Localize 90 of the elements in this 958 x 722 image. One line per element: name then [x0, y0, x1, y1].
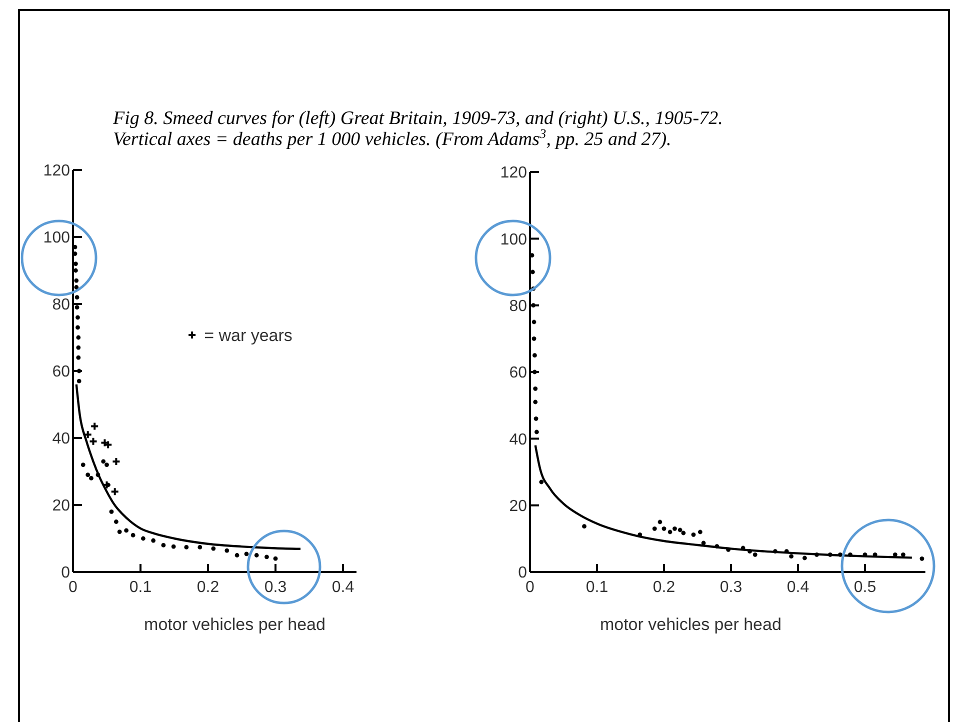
point: [264, 554, 269, 560]
point: [534, 416, 538, 421]
y-tick-label: 40: [509, 431, 528, 448]
point: [662, 526, 666, 531]
point: [539, 480, 544, 484]
point: [678, 528, 682, 532]
point: [161, 543, 166, 548]
point: [532, 353, 537, 358]
point: [151, 538, 156, 543]
x-tick-label: 0.2: [652, 579, 676, 596]
point: [681, 530, 686, 536]
point: [117, 530, 122, 534]
point: [672, 526, 677, 531]
point: [86, 472, 90, 478]
point: [652, 526, 657, 531]
x-axis-title: motor vehicles per head: [600, 615, 782, 634]
point: [130, 532, 136, 538]
point: [534, 430, 539, 434]
x-tick-label: 0.1: [129, 579, 152, 596]
point: [532, 320, 536, 324]
y-tick-label: 100: [500, 231, 528, 248]
point: [668, 530, 672, 534]
y-tick-label: 80: [509, 298, 528, 315]
y-tick-label: 120: [43, 162, 70, 180]
point: [110, 487, 120, 496]
point: [533, 386, 538, 391]
y-tick-label: 20: [52, 498, 70, 515]
point: [76, 345, 81, 350]
point: [74, 268, 78, 273]
y-tick-label: 60: [52, 364, 70, 381]
y-tick-label: 120: [500, 164, 528, 182]
x-tick-label: 0.4: [786, 579, 810, 596]
point: [244, 552, 249, 556]
point: [74, 262, 78, 266]
point: [698, 530, 702, 534]
point: [234, 553, 240, 558]
y-tick-label: 40: [52, 430, 70, 448]
point: [80, 462, 86, 467]
x-tick-label: 0.3: [720, 579, 742, 596]
point: [198, 545, 202, 550]
point: [74, 295, 80, 300]
text: Fig 8. Smeed curves for (left) Great Britain, 1909-73, and (right) U.S., 1905-72.: [112, 108, 723, 129]
point: [141, 536, 146, 541]
point: [76, 315, 80, 320]
point: [184, 545, 189, 550]
point: [900, 552, 906, 557]
point: [74, 278, 79, 283]
x-tick-label: 0.5: [854, 579, 876, 596]
point: [114, 520, 118, 524]
point: [171, 544, 176, 549]
point: [532, 336, 536, 341]
point: [90, 422, 100, 431]
point: [74, 285, 79, 290]
x-tick-label: 0.1: [586, 579, 608, 596]
y-tick-label: 0: [518, 564, 528, 582]
y-tick-label: 100: [43, 230, 70, 247]
point: [533, 400, 538, 404]
point: [74, 305, 80, 310]
point: [76, 378, 82, 384]
y-tick-label: 20: [509, 498, 528, 515]
point: [802, 556, 807, 560]
point: [76, 335, 81, 340]
point: [273, 556, 278, 561]
y-tick-label: 60: [509, 364, 528, 382]
legend-label: = war years: [204, 326, 292, 345]
y-tick-label: 80: [52, 296, 70, 314]
point: [109, 510, 114, 514]
point: [658, 520, 662, 524]
point: [531, 303, 536, 308]
point: [76, 355, 81, 360]
y-tick-label: 0: [61, 564, 70, 582]
line-series: [534, 444, 913, 559]
point: [254, 553, 259, 558]
point: [789, 554, 794, 559]
point: [124, 528, 129, 533]
point: [752, 552, 758, 557]
point: [104, 462, 109, 467]
point: [920, 556, 924, 561]
x-tick-label: 0.4: [332, 579, 354, 596]
point: [101, 459, 106, 464]
point: [89, 476, 94, 480]
point: [691, 532, 696, 537]
x-axis-title: motor vehicles per head: [144, 615, 326, 634]
point: [76, 325, 80, 330]
point: [76, 368, 82, 374]
point: [582, 524, 586, 529]
x-tick-label: 0.3: [264, 579, 287, 596]
x-tick-label: 0.2: [196, 579, 220, 596]
point: [211, 546, 216, 551]
point: [224, 548, 230, 553]
